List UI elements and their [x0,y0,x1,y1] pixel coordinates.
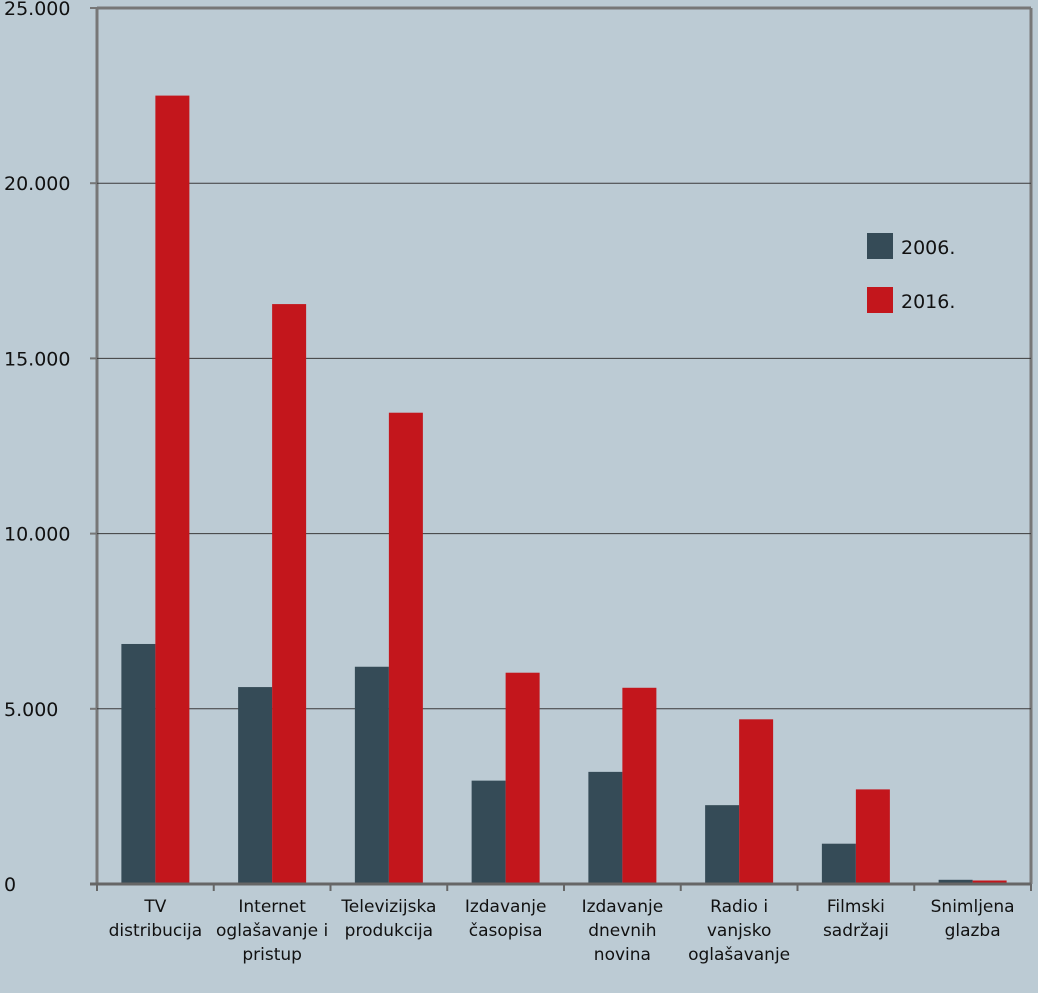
y-tick-label: 25.000 [4,0,70,20]
bar-series-a [938,879,973,884]
x-tick-label: Internet oglašavanje i pristup [216,897,328,965]
bar-series-b [388,412,423,884]
bar-series-b [155,95,190,885]
y-tick-label: 0 [4,874,16,896]
y-tick-label: 20.000 [4,173,70,195]
bars [121,95,1007,885]
x-tick-label: Snimljena glazba [931,897,1015,941]
bar-series-b [855,789,890,884]
legend: 2006. 2016. [867,233,955,313]
bar-series-b [622,687,657,884]
bar-series-a [354,666,389,884]
legend-swatch [867,287,893,313]
bar-series-a [471,780,506,884]
x-tick-label: TV distribucija [109,897,203,941]
chart-frame [95,6,1033,884]
x-tick-label: Izdavanje dnevnih novina [582,897,664,965]
bar-series-a [588,771,623,884]
y-axis-ticks: 0 5.000 10.000 15.000 20.000 25.000 [4,0,97,896]
bar-series-b [272,304,307,884]
bar-series-b [739,719,774,884]
legend-swatch [867,233,893,259]
x-tick-label: Radio i vanjsko oglašavanje [688,897,790,965]
legend-label: 2016. [901,291,955,313]
legend-label: 2006. [901,237,955,259]
bar-series-b [505,672,540,884]
x-axis [90,882,1032,891]
gridlines [97,182,1031,710]
y-tick-label: 10.000 [4,524,70,546]
x-tick-label: Televizijska produkcija [340,897,436,941]
x-tick-label: Izdavanje časopisa [465,897,547,941]
x-tick-label: Filmski sadržaji [823,897,889,941]
bar-series-a [121,643,156,884]
y-tick-label: 15.000 [4,348,70,370]
bar-series-a [821,843,856,884]
bar-series-a [705,805,740,884]
x-axis-labels: TV distribucija Internet oglašavanje i prist… [109,897,1015,965]
bar-series-b [972,880,1007,884]
bar-series-a [238,687,273,884]
y-tick-label: 5.000 [4,699,58,721]
